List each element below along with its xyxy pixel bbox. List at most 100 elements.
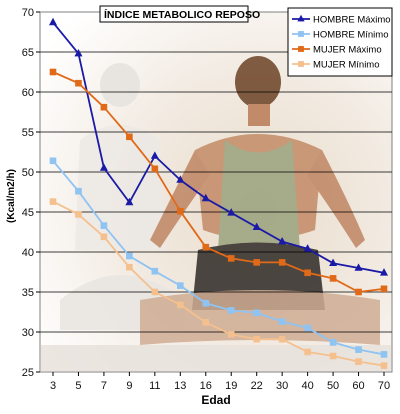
data-point bbox=[329, 339, 337, 346]
data-point bbox=[75, 211, 82, 218]
legend-swatch-marker bbox=[297, 14, 305, 22]
x-tick-label: 7 bbox=[101, 380, 107, 392]
data-point bbox=[354, 263, 363, 271]
data-point bbox=[278, 259, 286, 266]
data-point bbox=[126, 263, 133, 271]
data-point bbox=[202, 319, 210, 326]
data-point bbox=[151, 267, 159, 275]
legend-swatch-marker bbox=[298, 31, 304, 37]
data-point bbox=[74, 48, 83, 57]
data-point bbox=[201, 193, 210, 202]
x-tick-label: 9 bbox=[126, 380, 132, 392]
data-point bbox=[355, 346, 362, 353]
y-tick-label: 30 bbox=[22, 327, 34, 339]
x-tick-label: 60 bbox=[352, 380, 364, 392]
series-4 bbox=[49, 198, 388, 369]
data-point bbox=[49, 68, 57, 76]
data-point bbox=[227, 208, 236, 216]
data-point bbox=[49, 157, 57, 165]
y-axis: 25 30 35 40 45 50 55 60 65 70 bbox=[22, 7, 40, 379]
y-tick-label: 70 bbox=[22, 7, 34, 19]
x-tick-label: 30 bbox=[276, 380, 288, 392]
data-point bbox=[252, 222, 261, 230]
x-tick-label: 11 bbox=[149, 380, 160, 392]
data-point bbox=[278, 335, 286, 343]
x-axis-title: Edad bbox=[201, 393, 230, 407]
x-axis: 3 5 7 9 11 13 16 19 22 30 40 50 60 70 bbox=[50, 372, 390, 392]
data-point bbox=[227, 255, 235, 262]
legend-item: HOMBRE Máximo bbox=[292, 15, 391, 26]
data-point bbox=[151, 165, 159, 173]
data-point bbox=[151, 288, 159, 296]
y-axis-title: (Kcal/m2/h) bbox=[6, 169, 17, 223]
data-point bbox=[75, 79, 82, 87]
data-point bbox=[99, 163, 108, 171]
data-point bbox=[380, 351, 388, 358]
data-point bbox=[202, 243, 210, 251]
x-tick-label: 50 bbox=[327, 380, 339, 392]
data-point bbox=[177, 301, 184, 309]
legend-item: MUJER Máximo bbox=[292, 45, 382, 56]
data-point bbox=[227, 307, 235, 314]
x-tick-label: 70 bbox=[378, 380, 390, 392]
data-point bbox=[48, 17, 58, 26]
x-tick-label: 16 bbox=[200, 380, 212, 392]
x-tick-label: 5 bbox=[75, 380, 81, 392]
chart-title: ÍNDICE METABOLICO REPOSO bbox=[104, 8, 260, 21]
data-point bbox=[126, 252, 133, 260]
y-tick-label: 55 bbox=[22, 127, 34, 139]
data-point bbox=[304, 324, 311, 332]
y-tick-label: 35 bbox=[22, 287, 34, 299]
data-point bbox=[253, 335, 260, 343]
legend-label: HOMBRE Mínimo bbox=[313, 30, 388, 41]
legend-swatch-marker bbox=[298, 61, 304, 67]
data-point bbox=[304, 348, 311, 356]
x-tick-label: 40 bbox=[301, 380, 313, 392]
x-tick-label: 22 bbox=[251, 380, 263, 392]
data-point bbox=[329, 275, 337, 282]
y-tick-label: 50 bbox=[22, 167, 34, 179]
legend-label: MUJER Máximo bbox=[313, 45, 382, 56]
data-point bbox=[150, 151, 159, 159]
data-point bbox=[379, 268, 389, 276]
data-point bbox=[304, 269, 311, 277]
series-1 bbox=[48, 17, 389, 276]
series-2 bbox=[49, 157, 388, 358]
y-tick-label: 25 bbox=[22, 367, 34, 379]
y-tick-label: 45 bbox=[22, 207, 34, 219]
data-point bbox=[253, 309, 260, 317]
series-line bbox=[52, 200, 385, 367]
data-point bbox=[253, 259, 260, 266]
data-point bbox=[329, 352, 337, 360]
data-point bbox=[380, 285, 388, 293]
data-point bbox=[355, 288, 362, 296]
y-tick-label: 40 bbox=[22, 247, 34, 259]
x-tick-label: 13 bbox=[174, 380, 186, 392]
data-point bbox=[278, 318, 286, 325]
data-point bbox=[126, 133, 133, 141]
data-point bbox=[303, 244, 312, 252]
x-tick-label: 19 bbox=[225, 380, 237, 392]
data-point bbox=[329, 258, 338, 267]
legend: HOMBRE Máximo HOMBRE Mínimo MUJER Máximo MU… bbox=[287, 7, 393, 77]
background-yoga-figure bbox=[41, 56, 391, 371]
legend-label: HOMBRE Máximo bbox=[313, 15, 391, 26]
legend-item: MUJER Mínimo bbox=[292, 60, 380, 71]
legend-swatch-marker bbox=[298, 46, 304, 52]
data-point bbox=[227, 331, 235, 338]
data-point bbox=[100, 103, 108, 111]
data-point bbox=[202, 299, 210, 307]
y-tick-label: 65 bbox=[22, 47, 34, 59]
data-point bbox=[177, 282, 184, 289]
series-3 bbox=[49, 68, 388, 296]
data-point bbox=[380, 362, 388, 369]
data-point bbox=[49, 198, 57, 205]
legend-item: HOMBRE Mínimo bbox=[292, 30, 388, 41]
data-point bbox=[100, 233, 108, 241]
data-point bbox=[125, 197, 134, 206]
data-point bbox=[278, 236, 287, 245]
data-point bbox=[355, 358, 362, 365]
legend-label: MUJER Mínimo bbox=[313, 60, 380, 71]
x-tick-label: 3 bbox=[50, 380, 56, 392]
